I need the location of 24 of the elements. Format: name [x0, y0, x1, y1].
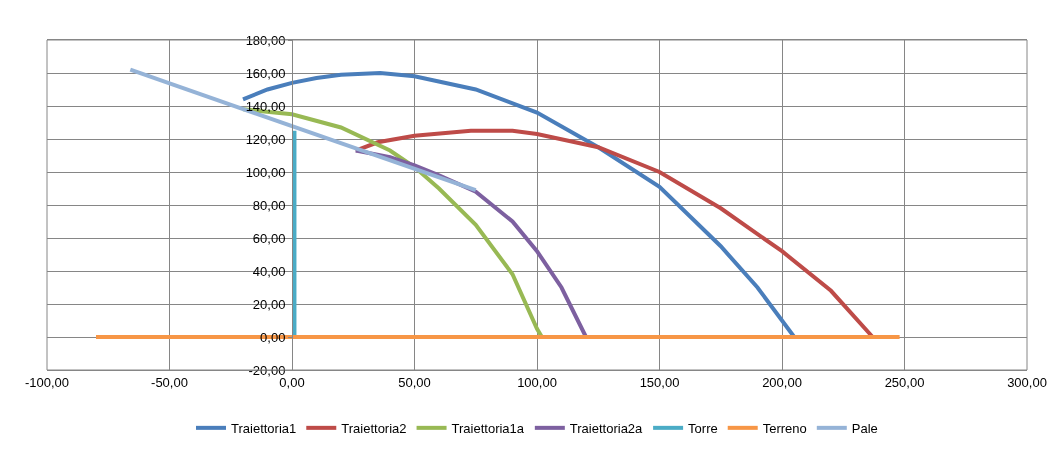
legend-label: Traiettoria1	[231, 420, 297, 436]
legend-label: Traiettoria2	[341, 420, 407, 436]
x-tick-label: 200,00	[762, 374, 802, 390]
legend-label: Torre	[688, 420, 718, 436]
x-tick-label: 300,00	[1007, 374, 1047, 390]
y-tick-label: 60,00	[252, 230, 286, 246]
y-tick-label: 120,00	[245, 131, 286, 147]
y-tick-label: 180,00	[245, 32, 286, 48]
y-tick-label: 80,00	[252, 197, 286, 213]
legend-label: Pale	[851, 420, 878, 436]
y-tick-label: 40,00	[252, 263, 286, 279]
x-tick-label: -100,00	[24, 374, 70, 390]
y-tick-label: 20,00	[252, 296, 286, 312]
x-tick-label: -50,00	[151, 374, 188, 390]
y-tick-label: 100,00	[245, 164, 286, 180]
x-tick-label: 50,00	[398, 374, 431, 390]
x-tick-label: 250,00	[884, 374, 925, 390]
y-tick-label: 140,00	[245, 98, 286, 114]
x-tick-label: 150,00	[639, 374, 680, 390]
y-tick-label: 160,00	[245, 65, 286, 81]
x-tick-label: 100,00	[517, 374, 557, 390]
legend-label: Terreno	[762, 420, 807, 436]
legend-label: Traiettoria1a	[451, 420, 525, 436]
legend-label: Traiettoria2a	[569, 420, 644, 436]
